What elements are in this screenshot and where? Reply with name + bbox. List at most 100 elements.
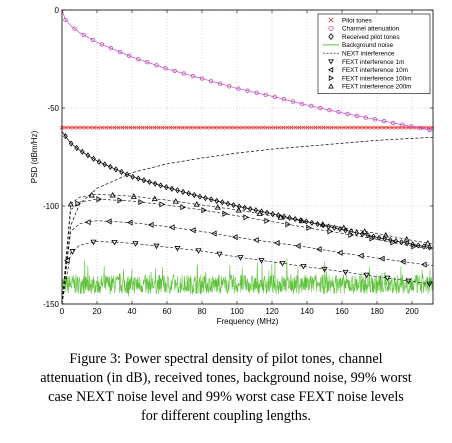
pilot-tone-marker [160, 125, 165, 130]
channel-attenuation-marker [108, 46, 114, 51]
fext-interference-100m-marker [264, 217, 270, 224]
channel-attenuation-marker [327, 107, 332, 113]
legend-marker-o [328, 25, 334, 31]
fext-interference-1m-marker [132, 241, 139, 247]
received-pilot-tone-marker [169, 185, 175, 192]
pilot-tone-marker [112, 125, 117, 130]
fext-interference-10m-marker [274, 239, 280, 247]
pilot-tone-marker [128, 125, 133, 130]
received-pilot-tone-marker [220, 199, 225, 206]
fext-interference-200m-marker [235, 206, 242, 213]
fext-interference-100m-marker [243, 214, 249, 221]
channel-attenuation-marker [81, 32, 86, 38]
fext-interference-10m-marker [85, 219, 91, 226]
channel-attenuation-marker [427, 127, 432, 133]
channel-attenuation-marker [418, 125, 423, 131]
channel-attenuation-marker [363, 115, 368, 120]
x-tick-label: 100 [230, 307, 244, 316]
y-tick-label: -50 [47, 104, 59, 113]
fext-interference-100m-marker [285, 221, 291, 228]
channel-attenuation-marker [254, 90, 259, 95]
received-pilot-tone-marker [175, 187, 180, 194]
caption-line-1: Figure 3: Power spectral density of pilo… [69, 351, 383, 367]
pilot-tone-marker [148, 125, 153, 130]
fext-interference-1m-marker [342, 269, 349, 276]
pilot-tone-marker [265, 125, 270, 130]
fext-interference-10m-marker [358, 252, 364, 259]
pilot-tone-marker [382, 125, 386, 130]
fext-interference-200m-marker [277, 214, 284, 220]
pilot-tone-marker [386, 125, 391, 130]
received-pilot-tone-marker [225, 200, 231, 207]
channel-attenuation-marker [181, 71, 186, 76]
channel-attenuation-marker [409, 124, 414, 129]
fext-interference-1m-marker [279, 261, 286, 267]
pilot-tone-marker [281, 125, 286, 130]
pilot-tone-marker [192, 125, 197, 130]
series-layer [60, 9, 435, 305]
fext-interference-100m-marker [180, 204, 186, 211]
pilot-tone-marker [80, 125, 85, 130]
received-pilot-tone-marker [108, 163, 113, 170]
fext-interference-1m-marker [90, 239, 97, 246]
pilot-tone-marker [156, 125, 161, 130]
plot-frame [61, 9, 434, 305]
y-axis-label: PSD (dBm/Hz) [30, 130, 39, 183]
legend-item: Channel attenuation [328, 25, 400, 33]
pilot-tone-marker [349, 125, 354, 130]
pilot-tone-marker [305, 125, 310, 130]
received-pilot-tone-marker [164, 184, 169, 191]
legend-box [317, 13, 431, 94]
pilot-tone-marker [132, 125, 137, 130]
legend-item: Received pilot tones [328, 33, 400, 41]
pilot-tone-marker [229, 125, 234, 130]
fext-interference-1m-marker [69, 249, 76, 255]
fext-interference-200m-marker [193, 201, 200, 207]
legend-item: NEXT interference [323, 51, 395, 58]
legend-marker-triangle-left [327, 66, 334, 73]
pilot-tone-marker [261, 125, 266, 130]
fext-interference-10m-marker [253, 236, 259, 244]
channel-attenuation-marker [72, 26, 77, 31]
received-pilot-tone-marker [236, 203, 242, 210]
legend-label: FEXT interference 100m [342, 75, 412, 82]
fext-interference-200m-marker [382, 231, 389, 238]
pilot-tone-marker [357, 125, 362, 130]
received-pilot-tone-marker [253, 207, 259, 214]
pilot-tone-marker [116, 125, 121, 130]
background-noise-line [61, 258, 434, 297]
pilot-tone-marker [104, 125, 109, 130]
fext-interference-10m-marker [190, 227, 196, 234]
legend-item: FEXT interference 200m [328, 83, 412, 91]
y-tick-label: -150 [43, 300, 60, 309]
channel-attenuation-marker [318, 105, 323, 111]
received-pilot-tone-marker [298, 217, 303, 224]
pilot-tone-marker [233, 125, 238, 130]
received-pilot-tone-marker [326, 223, 331, 230]
received-pilot-tone-marker [427, 244, 432, 251]
legend-label: Received pilot tones [342, 34, 400, 41]
next-interference-line [61, 137, 434, 305]
x-tick-label: 180 [370, 307, 384, 316]
received-pilot-tone-marker [281, 213, 287, 220]
fext-interference-10m-marker [337, 249, 343, 256]
pilot-tone-marker [64, 125, 69, 130]
received-pilot-tone-marker [197, 193, 203, 200]
pilot-tone-marker [245, 125, 250, 130]
received-pilot-tone-marker [399, 239, 404, 246]
fext-interference-200m-marker [214, 204, 221, 210]
channel-attenuation-marker [90, 37, 95, 43]
pilot-tone-marker [188, 125, 193, 130]
received-pilot-tone-marker [276, 212, 281, 219]
received-pilot-tone-marker [124, 171, 130, 178]
pilot-tone-marker [321, 125, 326, 130]
received-pilot-tone-marker [354, 229, 359, 236]
legend-item: FEXT interference 10m [327, 66, 408, 74]
pilot-tone-marker [277, 125, 282, 130]
pilot-tone-marker [184, 125, 189, 130]
fext-interference-1m-marker [321, 266, 328, 273]
x-tick-label: 160 [335, 307, 349, 316]
received-pilot-tone-marker [315, 220, 320, 228]
fext-interference-10m-marker [232, 233, 238, 241]
channel-attenuation-marker [290, 99, 296, 104]
